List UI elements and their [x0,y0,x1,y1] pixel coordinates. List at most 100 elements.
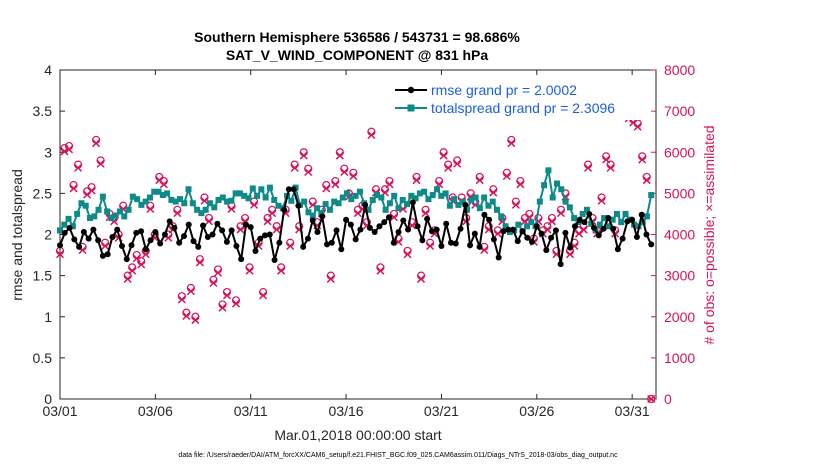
obs-assimilated-marker [74,163,83,172]
rmse-point [223,238,230,245]
rmse-point [257,235,264,242]
rmse-point [509,226,516,233]
totalspread-point [99,193,106,200]
obs-assimilated-marker [141,250,150,259]
rmse-point [166,218,173,225]
totalspread-point [176,196,183,203]
totalspread-point [429,192,436,199]
y-right-tick-label: 8000 [664,62,695,78]
totalspread-point [288,197,295,204]
rmse-point [643,231,650,238]
x-tick-label: 03/31 [615,403,650,419]
rmse-point [328,239,335,246]
obs-assimilated-marker [227,204,236,214]
totalspread-point [386,200,393,207]
rmse-point [295,202,302,209]
chart-title-line1: Southern Hemisphere 536586 / 543731 = 98… [194,29,520,45]
totalspread-point [618,219,625,226]
rmse-point [390,239,397,246]
obs-assimilated-marker [213,268,222,277]
totalspread-point [309,212,316,219]
obs-assimilated-marker [421,209,430,218]
totalspread-point [399,196,406,203]
rmse-point [300,243,307,250]
rmse-point [624,218,631,225]
rmse-point [157,240,164,247]
rmse-point [605,215,612,222]
rmse-point [262,232,269,239]
totalspread-point [596,221,603,228]
rmse-point [247,224,254,231]
rmse-point [233,243,240,250]
obs-assimilated-marker [444,163,453,172]
obs-assimilated-marker [123,274,132,283]
obs-assimilated-marker [417,274,426,283]
totalspread-point [151,188,158,195]
totalspread-point [339,194,346,201]
obs-assimilated-marker [597,196,606,205]
obs-assimilated-marker [606,163,615,172]
totalspread-point [553,180,560,187]
totalspread-point [254,192,261,199]
totalspread-point [159,192,166,199]
rmse-point [557,261,564,268]
rmse-point [471,230,478,237]
totalspread-point [314,205,321,212]
y-right-tick-label: 0 [664,391,672,407]
totalspread-point [391,192,398,199]
rmse-point [414,223,421,230]
obs-assimilated-marker [55,250,65,259]
rmse-point [123,256,130,263]
totalspread-point [489,198,496,205]
legend-rmse-marker [407,86,415,94]
totalspread-point [344,190,351,197]
rmse-point [109,233,116,240]
obs-assimilated-marker [277,266,286,275]
obs-assimilated-marker [177,295,186,304]
totalspread-point [442,190,449,197]
totalspread-point [601,215,608,222]
obs-assimilated-marker [186,287,195,296]
obs-assimilated-marker [64,145,74,154]
totalspread-point [129,193,136,200]
totalspread-point [369,196,376,203]
totalspread-point [224,198,231,205]
totalspread-point [318,210,325,217]
totalspread-point [613,210,620,217]
obs-assimilated-marker [182,311,191,320]
x-tick-label: 03/16 [329,403,364,419]
rmse-point [185,221,192,228]
totalspread-point [459,198,466,205]
obs-assimilated-marker [565,250,575,259]
obs-assimilated-marker [633,122,642,131]
obs-assimilated-marker [462,217,471,226]
rmse-point [142,246,149,253]
rmse-point [71,236,78,243]
totalspread-point [446,202,453,209]
y-left-tick-label: 3.5 [33,103,53,119]
obs-assimilated-marker [367,130,376,140]
obs-assimilated-marker [547,217,556,226]
rmse-point [219,227,226,234]
totalspread-point [74,210,81,217]
totalspread-point [378,194,385,201]
totalspread-point [121,213,128,220]
totalspread-point [476,205,483,212]
obs-assimilated-marker [389,213,399,222]
obs-assimilated-marker [191,316,200,325]
totalspread-point [134,196,141,203]
totalspread-point [155,188,162,195]
rmse-point [395,229,402,236]
rmse-point [366,224,373,231]
obs-assimilated-marker [475,176,484,185]
obs-assimilated-marker [132,254,141,263]
rmse-point [567,244,574,251]
totalspread-point [571,215,578,222]
totalspread-point [609,216,616,223]
x-tick-label: 03/21 [424,403,459,419]
rmse-point [467,242,474,249]
rmse-point [66,224,73,231]
rmse-point [99,252,106,259]
totalspread-point [189,200,196,207]
y-left-tick-label: 4 [44,62,52,78]
